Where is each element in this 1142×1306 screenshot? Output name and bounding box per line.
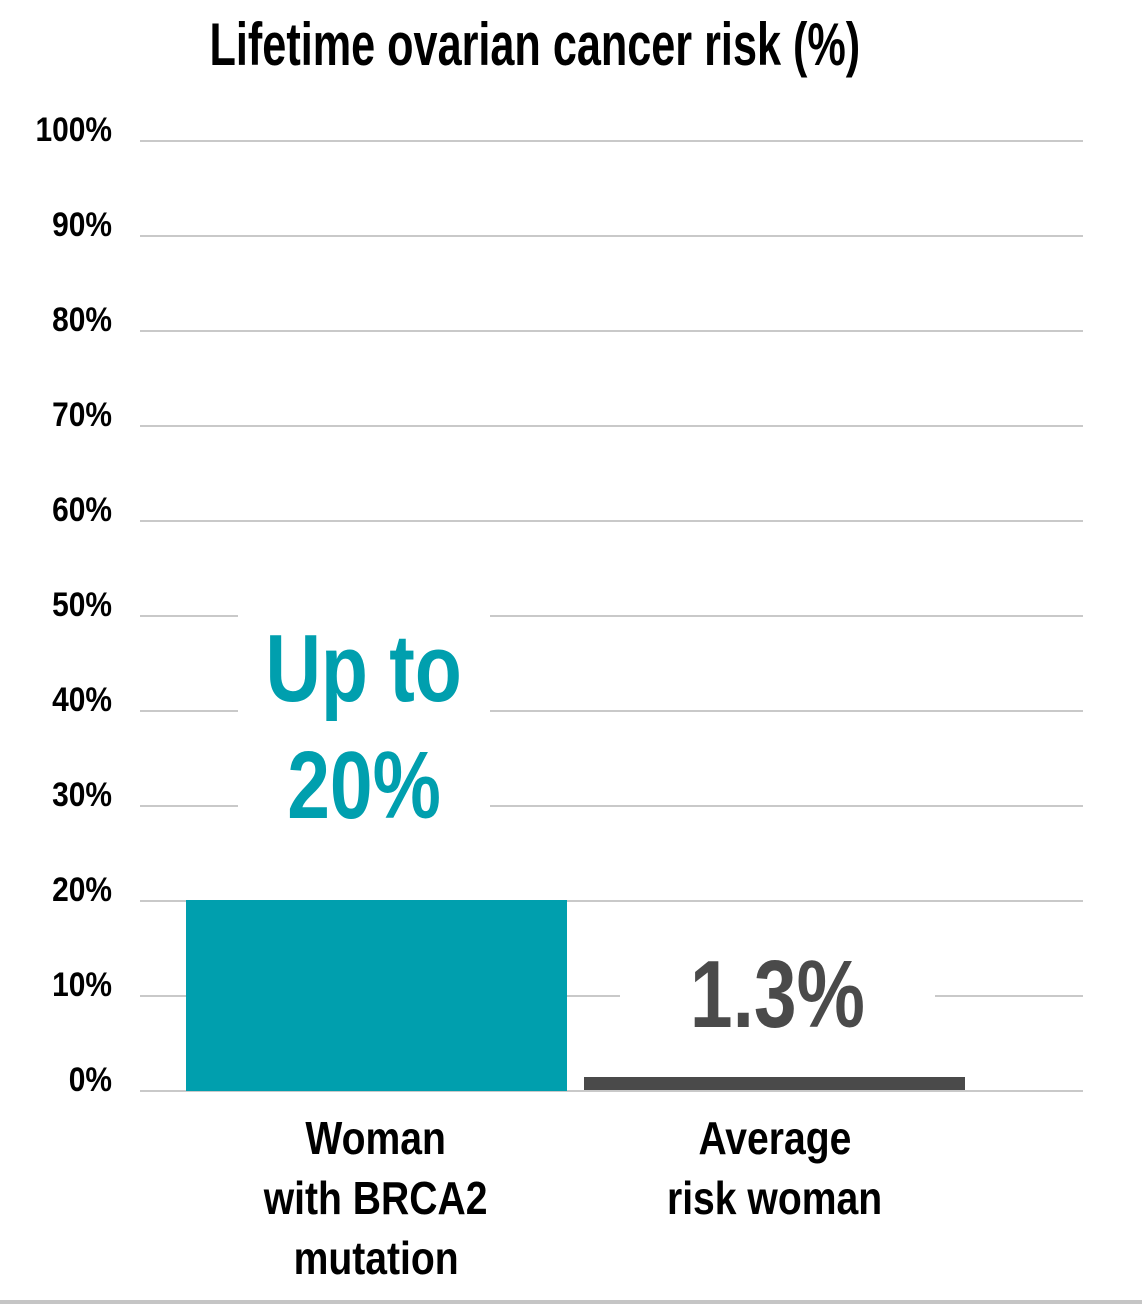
bar-brca2-mutation [186,900,567,1091]
category-brca2-line-1: Woman [206,1108,546,1168]
gridline-80 [140,330,1083,332]
gridline-60 [140,520,1083,522]
annotation-brca2-line-1: Up to [238,610,490,727]
bar-average-risk [584,1077,965,1090]
gridline-40 [140,710,1083,712]
y-tick-label-50: 50% [52,586,112,624]
y-tick-label-10: 10% [52,966,112,1004]
gridline-50 [140,615,1083,617]
y-tick-label-40: 40% [52,681,112,719]
gridline-0 [140,1090,1083,1092]
category-brca2-line-3-text: mutation [293,1232,459,1284]
category-label-average: Average risk woman [605,1108,945,1228]
annotation-average-line-1: 1.3% [620,945,935,1045]
gridline-70 [140,425,1083,427]
y-tick-label-70: 70% [52,396,112,434]
gridline-20 [140,900,1083,902]
y-tick-label-30: 30% [52,776,112,814]
category-brca2-line-2-text: with BRCA2 [264,1172,488,1224]
gridline-90 [140,235,1083,237]
annotation-brca2-line-1-text: Up to [265,615,463,722]
annotation-average-value: 1.3% [620,945,935,1045]
y-tick-label-0: 0% [68,1061,112,1099]
y-tick-label-100: 100% [35,111,113,149]
chart-title: Lifetime ovarian cancer risk (%) [0,13,1070,77]
category-average-line-2: risk woman [605,1168,945,1228]
y-tick-label-90: 90% [52,206,112,244]
category-label-brca2: Woman with BRCA2 mutation [206,1108,546,1288]
category-average-line-2-text: risk woman [667,1172,883,1224]
y-tick-label-80: 80% [52,301,112,339]
category-brca2-line-2: with BRCA2 [206,1168,546,1228]
category-brca2-line-1-text: Woman [305,1112,447,1164]
chart-title-text: Lifetime ovarian cancer risk (%) [209,11,861,78]
annotation-average-line-1-text: 1.3% [689,941,866,1048]
bottom-rule [0,1300,1142,1304]
y-tick-label-20: 20% [52,871,112,909]
annotation-brca2-line-2: 20% [238,727,490,844]
gridline-30 [140,805,1083,807]
y-tick-label-60: 60% [52,491,112,529]
annotation-brca2-value: Up to 20% [238,610,490,844]
annotation-brca2-line-2-text: 20% [287,732,441,839]
category-average-line-1-text: Average [698,1112,852,1164]
gridline-10 [140,995,1083,997]
gridline-100 [140,140,1083,142]
category-average-line-1: Average [605,1108,945,1168]
category-brca2-line-3: mutation [206,1228,546,1288]
